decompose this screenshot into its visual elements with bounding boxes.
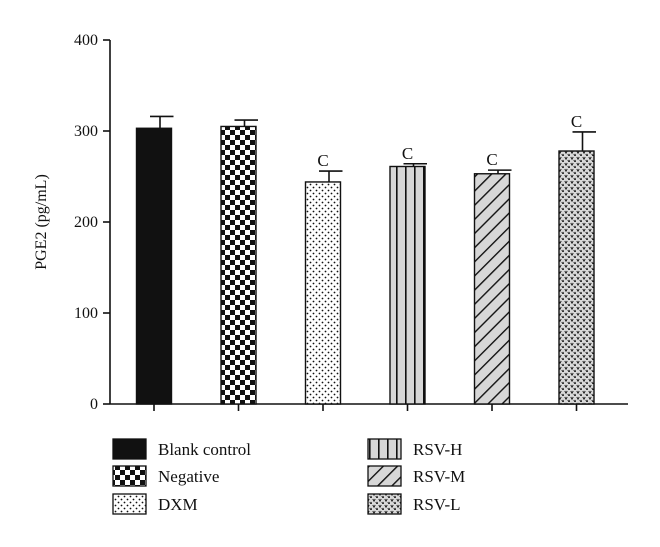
legend: Blank control Negative DXM RSV-H RSV-M RSV-L — [112, 438, 465, 515]
legend-label: RSV-L — [413, 495, 461, 514]
legend-label: RSV-H — [413, 440, 462, 459]
legend-label: Blank control — [158, 440, 251, 459]
legend-label: DXM — [158, 495, 198, 514]
y-tick-label: 0 — [90, 396, 98, 413]
legend-swatch — [112, 465, 147, 487]
legend-swatch — [367, 465, 402, 487]
bar-rsv-m — [473, 173, 511, 405]
y-axis-title: PGE2 (pg/mL) — [33, 174, 50, 270]
legend-label: RSV-M — [413, 467, 465, 486]
y-tick-label: 100 — [74, 305, 98, 322]
legend-label: Negative — [158, 467, 219, 486]
y-tick-label: 300 — [74, 123, 98, 140]
bar-blank-control — [135, 127, 173, 405]
legend-swatch — [367, 438, 402, 460]
bar-rsv-l — [558, 150, 595, 405]
significance-label: C — [486, 150, 497, 169]
bars: C C C C — [135, 112, 596, 405]
legend-swatch — [112, 493, 147, 515]
y-tick-label: 200 — [74, 214, 98, 231]
significance-label: C — [317, 151, 328, 170]
bar-negative — [220, 125, 257, 405]
significance-label: C — [571, 112, 582, 131]
y-tick-label: 400 — [74, 32, 98, 49]
legend-swatch — [367, 493, 402, 515]
bar-dxm — [304, 181, 342, 405]
significance-label: C — [402, 144, 413, 163]
bar-rsv-h — [389, 165, 426, 405]
axes: 0 100 200 300 400 — [74, 32, 628, 413]
legend-swatch — [112, 438, 147, 460]
